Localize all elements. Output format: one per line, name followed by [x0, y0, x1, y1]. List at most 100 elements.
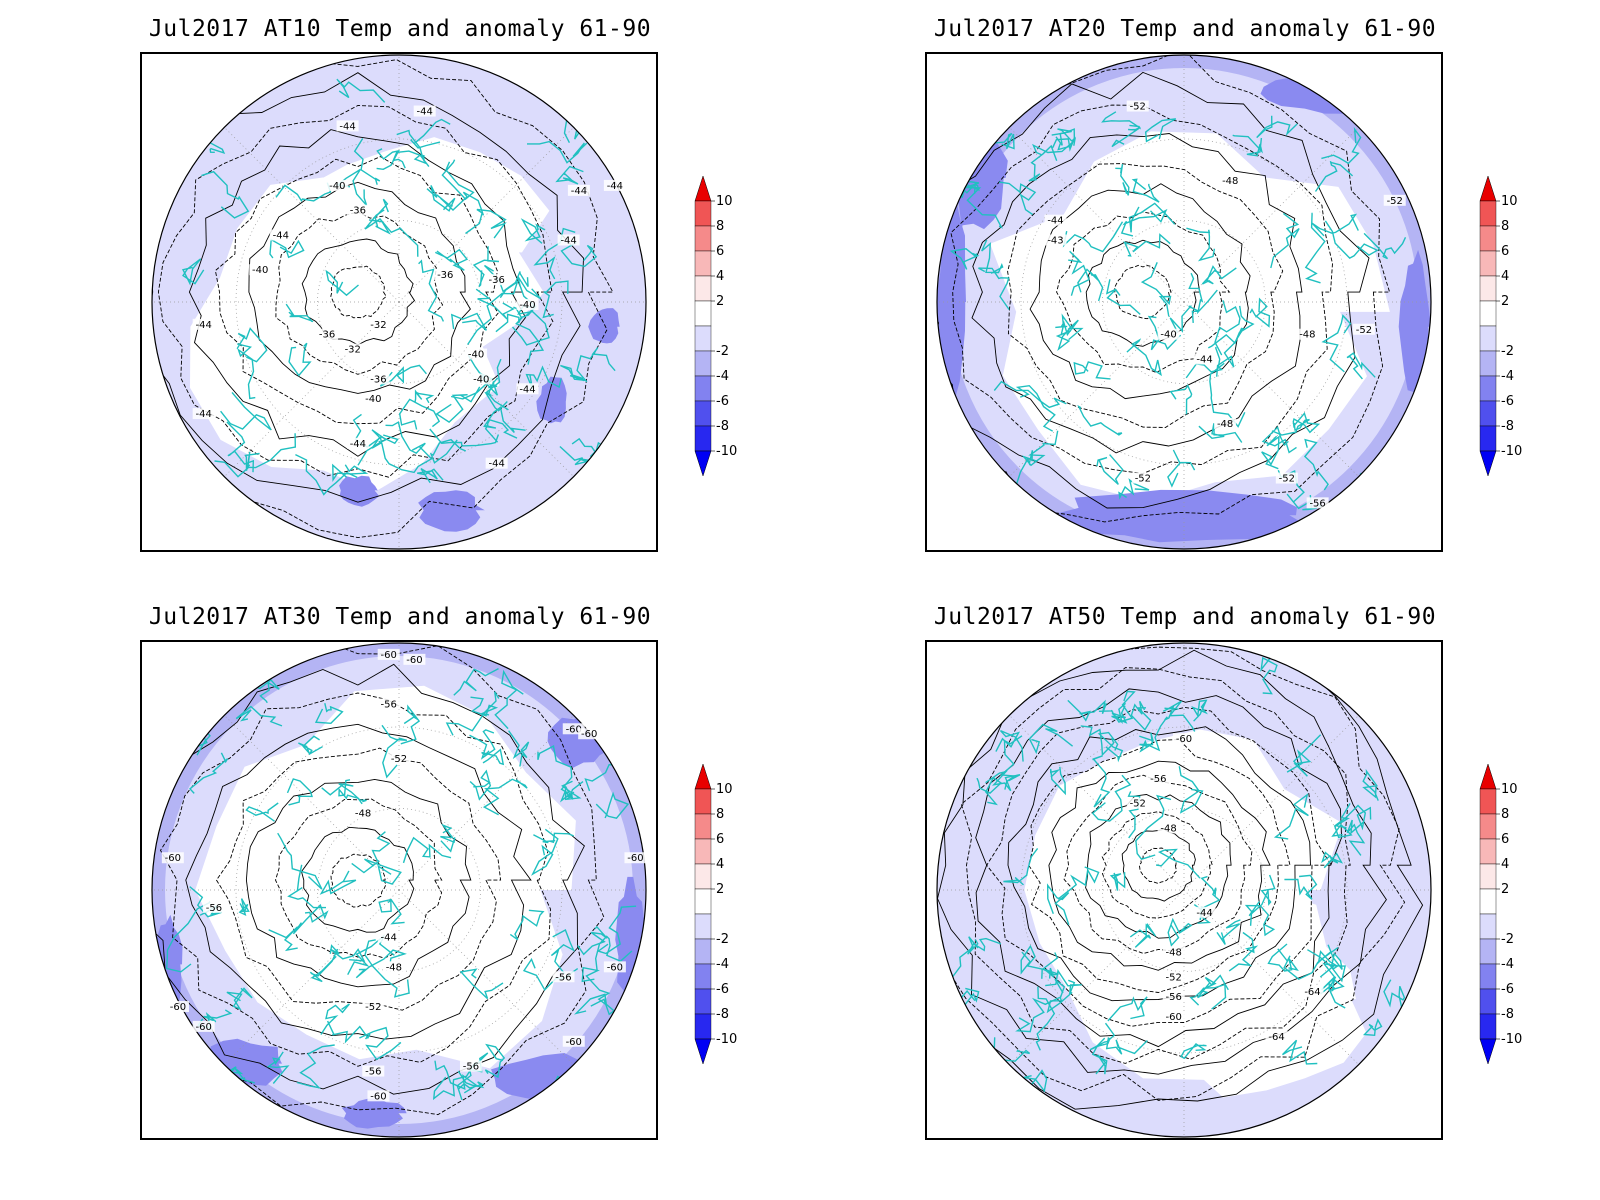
latitude-circle	[317, 220, 481, 384]
colorbar-cell	[694, 1013, 712, 1040]
contour-label-bg	[367, 373, 390, 385]
coastline-segment	[559, 781, 584, 803]
coastline-segment	[985, 770, 1021, 792]
contour-label-bg	[1383, 194, 1406, 206]
coastline-segment	[368, 198, 391, 235]
contour-label: -64	[1268, 1032, 1284, 1043]
colorbar: 10 8 6 4 2 -2 -4 -6 -8 -10	[694, 175, 765, 477]
contour-label-bg	[352, 807, 375, 819]
contour-label: -32	[345, 345, 361, 356]
colorbar-cell	[1479, 375, 1497, 402]
coastline-segment	[376, 148, 400, 171]
contour-label: -52	[1387, 196, 1403, 207]
coastline-segment	[457, 1070, 485, 1090]
anomaly-strong-area	[418, 490, 485, 532]
coastline-segment	[1383, 979, 1406, 1011]
temperature-contour	[937, 649, 1387, 1075]
coastline-segment	[1249, 297, 1271, 328]
colorbar-label: -8	[716, 419, 729, 434]
temperature-contour	[937, 646, 1406, 1101]
coastline-segment	[1091, 774, 1132, 822]
coastline-segment	[1028, 144, 1058, 182]
coastline-segment	[286, 778, 313, 806]
map-svg: -52 -48 -52 -44 -43 -40 -44 -48 -52 -48 -52 -52 -56	[936, 54, 1432, 550]
panel-title: Jul2017 AT10 Temp and anomaly 61-90	[148, 16, 652, 42]
temperature-contour	[245, 778, 472, 988]
coastline-segment	[1273, 793, 1309, 840]
temperature-contour	[1063, 774, 1253, 954]
coastline-segment	[494, 669, 524, 730]
colorbar-svg: 10 8 6 4 2 -2 -4 -6 -8 -10	[694, 763, 737, 1065]
contour-label: -56	[381, 699, 397, 710]
colorbar-bottom-arrow	[1479, 450, 1497, 477]
colorbar-cell	[1479, 300, 1497, 327]
contour-label-bg	[362, 1065, 385, 1077]
latitude-circle	[235, 138, 563, 466]
coastline-segment	[533, 227, 576, 280]
coastline-segment	[992, 128, 1015, 150]
coastline-segment	[555, 165, 584, 185]
coastline-segment	[542, 280, 569, 319]
contour-label: -60	[370, 1091, 386, 1102]
colorbar-label: -6	[1501, 394, 1514, 409]
contour-label: -44	[381, 933, 397, 944]
coastline-segment	[995, 729, 1024, 762]
coastline-segment	[1028, 723, 1074, 755]
temperature-contour	[1048, 760, 1271, 971]
contour-label: -40	[252, 265, 268, 276]
coastline-segment	[967, 937, 1002, 955]
coastline-segment	[951, 464, 994, 484]
contour-label: -48	[1222, 176, 1238, 187]
temperature-contour	[215, 747, 502, 1011]
coastline-segment	[251, 679, 280, 704]
coastline-segment	[1169, 384, 1193, 415]
coastline-segment	[429, 428, 500, 447]
temperature-contour	[975, 688, 1343, 1048]
contour-label: -52	[391, 754, 407, 765]
coastline-segment	[1180, 1042, 1207, 1060]
contour-label: -44	[1047, 216, 1063, 227]
coastline-segment	[482, 778, 528, 816]
coastline-segment	[378, 440, 433, 474]
colorbar-cell	[1479, 400, 1497, 427]
coastline-segment	[1144, 118, 1177, 143]
coastline-segment	[1284, 874, 1318, 900]
anomaly-strong-area	[536, 376, 567, 424]
coastline-segment	[1286, 734, 1322, 777]
colorbar-cell	[1479, 888, 1497, 915]
coastline-segment	[269, 238, 305, 259]
coastline-segment	[581, 966, 611, 1006]
coastline-segment	[325, 269, 359, 297]
contour-label-bg	[388, 753, 410, 765]
colorbar: 10 8 6 4 2 -2 -4 -6 -8 -10	[1479, 175, 1550, 477]
anomaly-strong-area	[1398, 249, 1431, 400]
coastline-segment	[410, 118, 451, 149]
contour-label-bg	[1131, 472, 1154, 484]
coastline-segment	[440, 823, 456, 853]
colorbar-label: 6	[1501, 244, 1509, 259]
contour-label-bg	[362, 1001, 385, 1013]
coastline-segment	[981, 239, 1004, 275]
contour-label-bg	[516, 383, 539, 395]
coastline-segment	[435, 386, 481, 423]
coastline-segment	[320, 1003, 350, 1035]
colorbar-cell	[694, 250, 712, 277]
coastline-segment	[359, 1026, 402, 1061]
colorbar-label: -4	[716, 957, 729, 972]
colorbar-label: -8	[716, 1007, 729, 1022]
contour-label-bg	[470, 373, 493, 385]
colorbar-label: 2	[1501, 882, 1509, 897]
coastline-segment	[1035, 986, 1056, 1051]
contour-labels: -44-44-44 -44-40-36-44-40 -36 -36-32-36-32-…	[192, 105, 626, 470]
colorbar-label: 8	[716, 807, 724, 822]
colorbar-cell	[694, 425, 712, 452]
colorbar-label: 6	[1501, 832, 1509, 847]
colorbar-label: 10	[1501, 782, 1518, 797]
coastline-segment	[573, 993, 616, 1016]
coastline-segment	[1107, 996, 1148, 1022]
coastline-segment	[484, 418, 518, 443]
contour-label-bg	[377, 698, 400, 710]
coastline-segment	[560, 364, 586, 382]
contour-label: -36	[437, 270, 453, 281]
coastline-segment	[364, 939, 410, 998]
